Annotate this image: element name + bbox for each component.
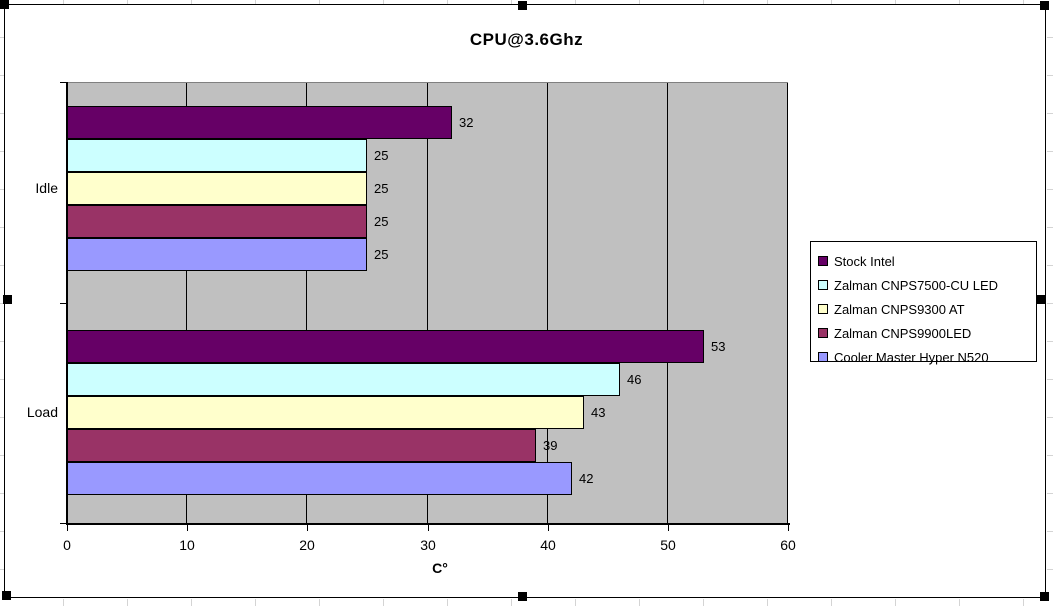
bar-load-stock-intel[interactable]: [67, 330, 704, 363]
bar-load-cooler-master-hyper-n520[interactable]: [67, 462, 572, 495]
x-tick-label-30: 30: [420, 537, 436, 553]
selection-handle-bottom-right[interactable]: [1040, 592, 1049, 601]
x-tick-label-60: 60: [780, 537, 796, 553]
bar-load-zalman-cnps9300-at[interactable]: [67, 396, 584, 429]
bar-idle-cooler-master-hyper-n520[interactable]: [67, 238, 367, 271]
legend-label-zalman-cnps7500-cu-led: Zalman CNPS7500-CU LED: [834, 277, 999, 293]
bar-idle-zalman-cnps7500-cu-led[interactable]: [67, 139, 367, 172]
legend-label-cooler-master-hyper-n520: Cooler Master Hyper N520: [834, 349, 989, 365]
legend-item-zalman-cnps9300-at[interactable]: Zalman CNPS9300 AT: [818, 297, 1036, 321]
selection-handle-top-right[interactable]: [1040, 1, 1049, 10]
gridline-20: [306, 83, 307, 524]
y-tick-2: [60, 523, 67, 524]
selection-handle-bottom-left[interactable]: [2, 591, 11, 600]
data-label-load-zalman-cnps9300-at: 43: [591, 405, 606, 420]
bar-load-zalman-cnps7500-cu-led[interactable]: [67, 363, 620, 396]
gridline-60: [787, 83, 788, 524]
legend-item-cooler-master-hyper-n520[interactable]: Cooler Master Hyper N520: [818, 345, 1036, 369]
legend-swatch-cooler-master-hyper-n520: [818, 352, 828, 362]
legend-swatch-zalman-cnps9300-at: [818, 304, 828, 314]
data-label-idle-zalman-cnps9300-at: 25: [374, 181, 389, 196]
gridline-40: [547, 83, 548, 524]
x-tick-label-0: 0: [63, 537, 71, 553]
legend-item-stock-intel[interactable]: Stock Intel: [818, 249, 1036, 273]
selection-handle-middle-left[interactable]: [3, 295, 12, 304]
x-tick-label-50: 50: [660, 537, 676, 553]
gridline-50: [667, 83, 668, 524]
data-label-load-cooler-master-hyper-n520: 42: [579, 471, 594, 486]
category-label-idle: Idle: [35, 179, 58, 196]
x-tick-10: [187, 525, 188, 531]
x-tick-60: [788, 525, 789, 531]
x-axis-title: C°: [432, 560, 448, 576]
gridline-10: [186, 83, 187, 524]
bar-idle-stock-intel[interactable]: [67, 106, 452, 139]
bar-idle-zalman-cnps9900led[interactable]: [67, 205, 367, 238]
x-tick-50: [668, 525, 669, 531]
worksheet-gridlines-right: [1047, 0, 1053, 606]
data-label-load-zalman-cnps7500-cu-led: 46: [627, 372, 642, 387]
bar-load-zalman-cnps9900led[interactable]: [67, 429, 536, 462]
legend-swatch-stock-intel: [818, 256, 828, 266]
data-label-load-stock-intel: 53: [711, 339, 726, 354]
x-tick-label-10: 10: [179, 537, 195, 553]
legend[interactable]: Stock Intel Zalman CNPS7500-CU LED Zalman …: [810, 241, 1037, 365]
data-label-idle-zalman-cnps7500-cu-led: 25: [374, 148, 389, 163]
plot-area: 32 25 25 25 25 53 46 43 39 42: [67, 82, 788, 524]
data-label-idle-stock-intel: 32: [459, 115, 474, 130]
x-tick-30: [428, 525, 429, 531]
x-tick-label-40: 40: [540, 537, 556, 553]
y-axis-line: [66, 82, 68, 525]
gridline-30: [427, 83, 428, 524]
legend-item-zalman-cnps9900led[interactable]: Zalman CNPS9900LED: [818, 321, 1036, 345]
y-tick-0: [60, 82, 67, 83]
bar-idle-zalman-cnps9300-at[interactable]: [67, 172, 367, 205]
legend-item-zalman-cnps7500-cu-led[interactable]: Zalman CNPS7500-CU LED: [818, 273, 1036, 297]
x-tick-label-20: 20: [299, 537, 315, 553]
x-tick-40: [548, 525, 549, 531]
y-tick-1: [60, 303, 67, 304]
x-tick-0: [67, 525, 68, 531]
legend-swatch-zalman-cnps9900led: [818, 328, 828, 338]
category-label-load: Load: [26, 403, 58, 420]
data-label-idle-cooler-master-hyper-n520: 25: [374, 247, 389, 262]
legend-swatch-zalman-cnps7500-cu-led: [818, 280, 828, 290]
legend-label-zalman-cnps9300-at: Zalman CNPS9300 AT: [834, 301, 965, 317]
legend-label-zalman-cnps9900led: Zalman CNPS9900LED: [834, 325, 972, 341]
selection-handle-top-middle[interactable]: [518, 1, 527, 10]
x-axis-line: [66, 523, 790, 525]
selection-handle-top-left[interactable]: [0, 0, 9, 9]
selection-handle-bottom-middle[interactable]: [518, 592, 527, 601]
data-label-idle-zalman-cnps9900led: 25: [374, 214, 389, 229]
data-label-load-zalman-cnps9900led: 39: [543, 438, 558, 453]
chart-title: CPU@3.6Ghz: [469, 30, 584, 49]
legend-label-stock-intel: Stock Intel: [834, 253, 895, 269]
selection-handle-middle-right[interactable]: [1037, 295, 1046, 304]
x-tick-20: [307, 525, 308, 531]
